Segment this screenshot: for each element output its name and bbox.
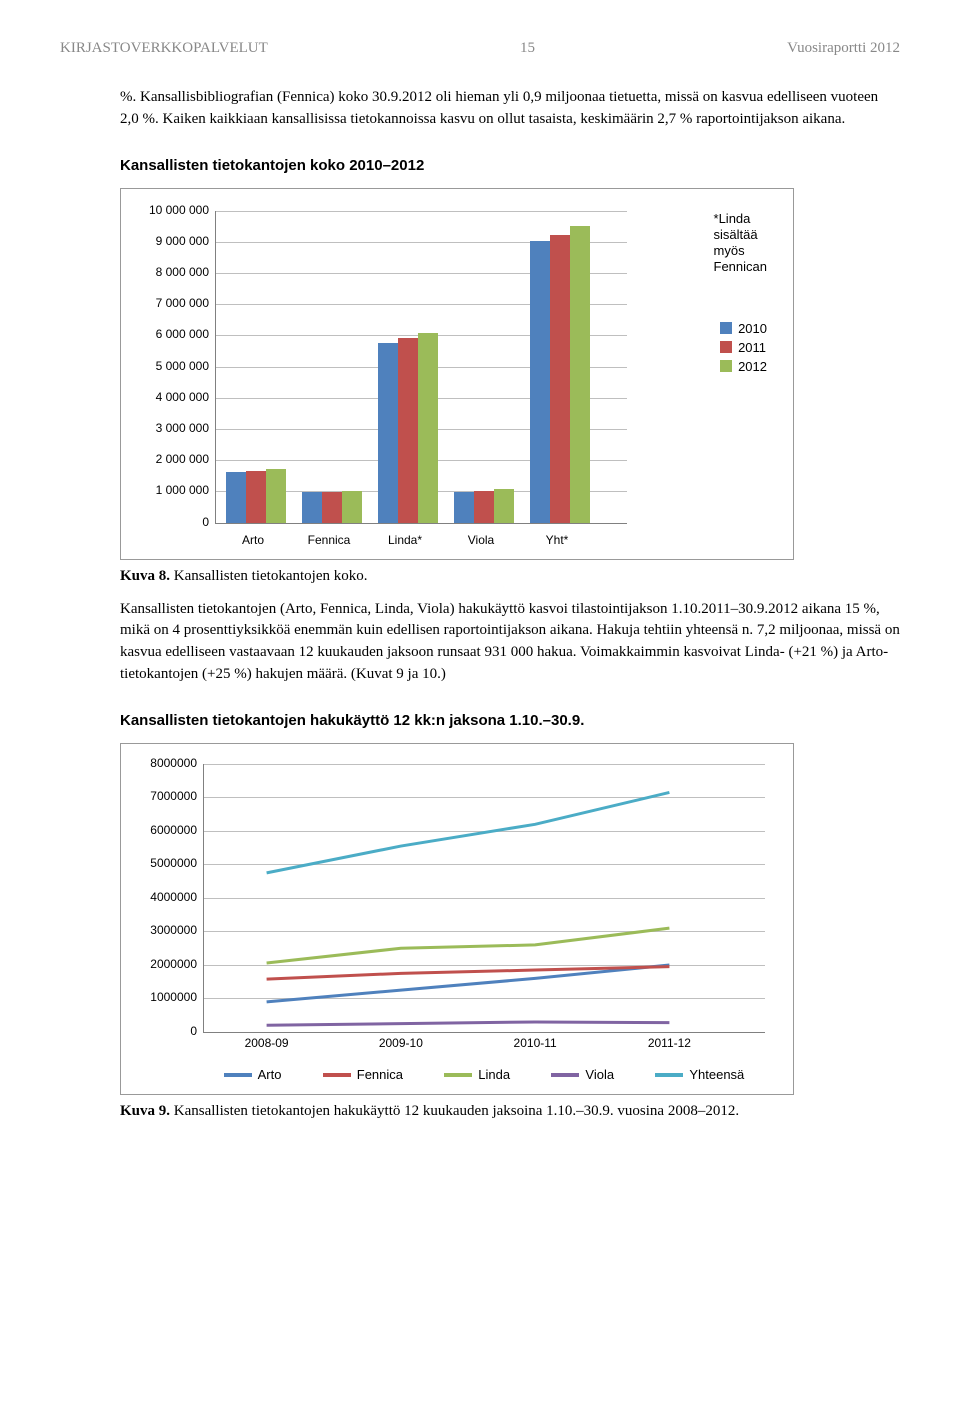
paragraph-1: %. Kansallisbibliografian (Fennica) koko… bbox=[120, 87, 900, 131]
legend-label: Yhteensä bbox=[689, 1067, 744, 1082]
bar-group bbox=[454, 489, 514, 522]
bar-group bbox=[226, 469, 286, 522]
bar-category-label: Linda* bbox=[365, 533, 445, 547]
line-ytick: 8000000 bbox=[137, 756, 197, 770]
bar bbox=[398, 338, 418, 523]
bar-chart: 0 1 000 000 2 000 000 3 000 000 4 000 000 5 0… bbox=[120, 188, 794, 560]
bar-category-label: Viola bbox=[441, 533, 521, 547]
bar bbox=[378, 343, 398, 523]
bar bbox=[494, 489, 514, 522]
line-category-label: 2011-12 bbox=[629, 1036, 709, 1050]
bar bbox=[570, 226, 590, 523]
bar-ytick: 1 000 000 bbox=[137, 483, 209, 497]
line-ytick: 5000000 bbox=[137, 856, 197, 870]
legend-label: 2011 bbox=[738, 340, 766, 355]
bar bbox=[530, 241, 550, 522]
header-right: Vuosiraportti 2012 bbox=[787, 40, 900, 57]
line-category-label: 2010-11 bbox=[495, 1036, 575, 1050]
line-legend-item: Fennica bbox=[323, 1067, 403, 1082]
bar-category-label: Yht* bbox=[517, 533, 597, 547]
caption-9-label: Kuva 9. bbox=[120, 1103, 170, 1119]
line-ytick: 0 bbox=[137, 1024, 197, 1038]
bar-legend-item: 2010 bbox=[720, 321, 767, 336]
header-center: 15 bbox=[520, 40, 535, 57]
line-category-label: 2008-09 bbox=[227, 1036, 307, 1050]
line-chart: 0 1000000 2000000 3000000 4000000 5000000 6000… bbox=[120, 743, 794, 1095]
line-series bbox=[267, 792, 670, 872]
legend-label: Linda bbox=[478, 1067, 510, 1082]
legend-swatch bbox=[720, 360, 732, 372]
line-legend-item: Viola bbox=[551, 1067, 614, 1082]
page-header: KIRJASTOVERKKOPALVELUT 15 Vuosiraportti … bbox=[60, 40, 900, 57]
line-ytick: 2000000 bbox=[137, 957, 197, 971]
legend-swatch bbox=[655, 1073, 683, 1077]
caption-9-text: Kansallisten tietokantojen hakukäyttö 12… bbox=[170, 1103, 739, 1119]
line-legend-item: Linda bbox=[444, 1067, 510, 1082]
bar-legend-item: 2012 bbox=[720, 359, 767, 374]
legend-label: 2010 bbox=[738, 321, 767, 336]
bar-category-label: Arto bbox=[213, 533, 293, 547]
bar-group bbox=[302, 491, 362, 522]
line-legend-item: Arto bbox=[224, 1067, 282, 1082]
bar bbox=[302, 492, 322, 522]
bar-legend-item: 2011 bbox=[720, 340, 767, 355]
bar-ytick: 5 000 000 bbox=[137, 359, 209, 373]
section-title-2: Kansallisten tietokantojen hakukäyttö 12… bbox=[120, 712, 900, 729]
paragraph-2: Kansallisten tietokantojen (Arto, Fennic… bbox=[120, 599, 900, 686]
line-plot-svg bbox=[203, 756, 733, 1034]
legend-swatch bbox=[720, 322, 732, 334]
bar bbox=[474, 491, 494, 523]
bar-group bbox=[530, 226, 590, 523]
legend-label: Arto bbox=[258, 1067, 282, 1082]
bar-ytick: 6 000 000 bbox=[137, 327, 209, 341]
caption-8-label: Kuva 8. bbox=[120, 568, 170, 584]
bar bbox=[550, 235, 570, 522]
bar-annotation: *LindasisältäämyösFennican bbox=[714, 211, 767, 276]
line-ytick: 7000000 bbox=[137, 789, 197, 803]
line-ytick: 1000000 bbox=[137, 990, 197, 1004]
bar bbox=[418, 333, 438, 522]
legend-swatch bbox=[551, 1073, 579, 1077]
line-series bbox=[267, 966, 670, 978]
bar bbox=[342, 491, 362, 522]
line-ytick: 3000000 bbox=[137, 923, 197, 937]
line-ytick: 6000000 bbox=[137, 823, 197, 837]
bar bbox=[266, 469, 286, 522]
legend-label: Viola bbox=[585, 1067, 614, 1082]
bar bbox=[322, 492, 342, 523]
caption-9: Kuva 9. Kansallisten tietokantojen hakuk… bbox=[120, 1103, 900, 1120]
legend-label: 2012 bbox=[738, 359, 767, 374]
bar-legend: 2010 2011 2012 bbox=[720, 321, 767, 378]
legend-label: Fennica bbox=[357, 1067, 403, 1082]
legend-swatch bbox=[323, 1073, 351, 1077]
line-category-label: 2009-10 bbox=[361, 1036, 441, 1050]
bar-ytick: 9 000 000 bbox=[137, 234, 209, 248]
line-series bbox=[267, 1021, 670, 1024]
legend-swatch bbox=[224, 1073, 252, 1077]
bar-ytick: 4 000 000 bbox=[137, 390, 209, 404]
bar-ytick: 2 000 000 bbox=[137, 452, 209, 466]
bar-ytick: 0 bbox=[137, 515, 209, 529]
bar bbox=[454, 492, 474, 522]
bar-ytick: 8 000 000 bbox=[137, 265, 209, 279]
legend-swatch bbox=[720, 341, 732, 353]
caption-8-text: Kansallisten tietokantojen koko. bbox=[170, 568, 367, 584]
line-ytick: 4000000 bbox=[137, 890, 197, 904]
bar-group bbox=[378, 333, 438, 522]
line-legend-item: Yhteensä bbox=[655, 1067, 744, 1082]
bar-category-label: Fennica bbox=[289, 533, 369, 547]
line-series bbox=[267, 928, 670, 963]
legend-swatch bbox=[444, 1073, 472, 1077]
bar bbox=[246, 471, 266, 523]
bar bbox=[226, 472, 246, 522]
caption-8: Kuva 8. Kansallisten tietokantojen koko. bbox=[120, 568, 900, 585]
section-title-1: Kansallisten tietokantojen koko 2010–201… bbox=[120, 157, 900, 174]
bar-gridline bbox=[215, 211, 627, 212]
line-legend: Arto Fennica Linda Viola Yhteensä bbox=[203, 1067, 765, 1082]
bar-ytick: 10 000 000 bbox=[137, 203, 209, 217]
bar-ytick: 3 000 000 bbox=[137, 421, 209, 435]
header-left: KIRJASTOVERKKOPALVELUT bbox=[60, 40, 268, 57]
bar-ytick: 7 000 000 bbox=[137, 296, 209, 310]
